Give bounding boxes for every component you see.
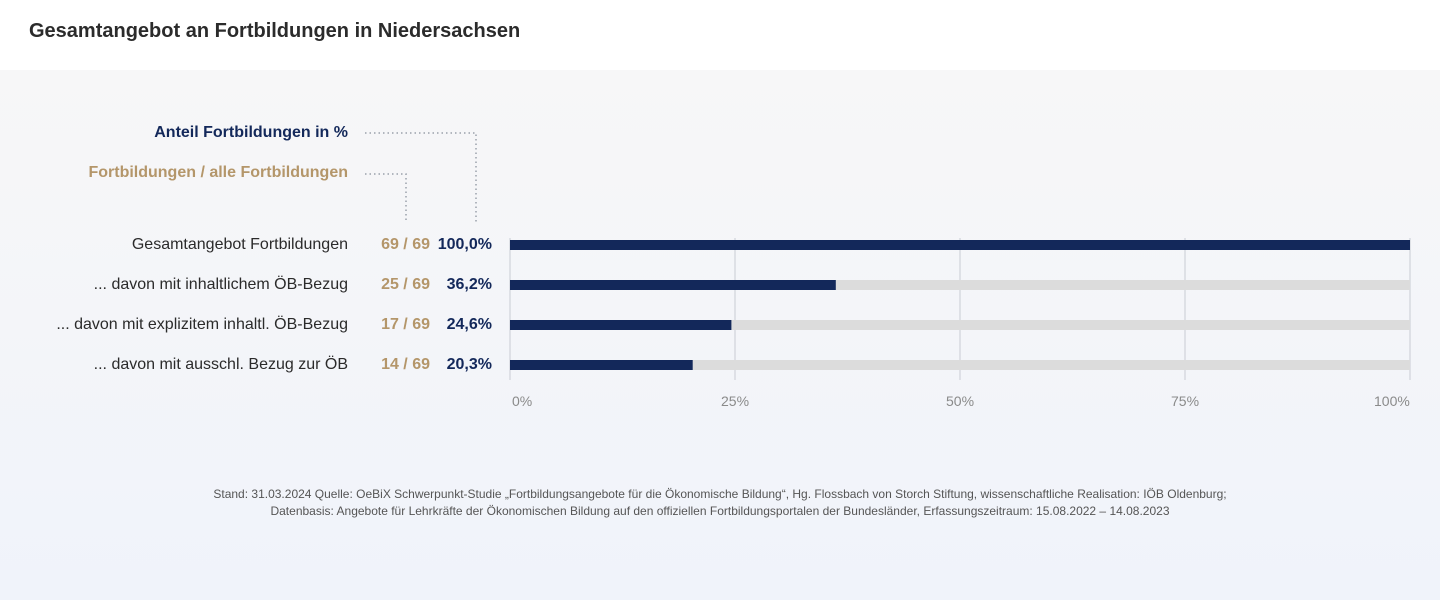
- x-tick-label: 100%: [1374, 393, 1410, 409]
- percent-leader-line: [365, 132, 477, 222]
- ratio-leader-line: [365, 173, 407, 222]
- ratio-label: 17 / 69: [381, 316, 430, 333]
- ratio-label: 25 / 69: [381, 276, 430, 293]
- x-tick-label: 50%: [946, 393, 975, 409]
- legend-leaders: [365, 132, 477, 222]
- value-label: 100,0%: [437, 236, 492, 253]
- x-tick-label: 0%: [512, 393, 533, 409]
- x-tick-label: 25%: [721, 393, 750, 409]
- source-footnote: Stand: 31.03.2024 Quelle: OeBiX Schwerpu…: [0, 486, 1440, 520]
- chart-panel: [0, 70, 1440, 600]
- chart-title: Gesamtangebot an Fortbildungen in Nieder…: [29, 20, 521, 42]
- value-label: 24,6%: [446, 316, 492, 333]
- x-tick-label: 75%: [1171, 393, 1200, 409]
- value-label: 36,2%: [446, 276, 492, 293]
- bar-track: [510, 280, 1410, 290]
- value-label: 20,3%: [446, 356, 492, 373]
- footnote-line-2: Datenbasis: Angebote für Lehrkräfte der …: [270, 504, 1170, 518]
- bar: [510, 360, 693, 370]
- bar-track: [510, 360, 1410, 370]
- category-label: ... davon mit ausschl. Bezug zur ÖB: [93, 356, 348, 373]
- category-label: ... davon mit explizitem inhaltl. ÖB-Bez…: [56, 316, 348, 333]
- bar: [510, 320, 732, 330]
- category-label: Gesamtangebot Fortbildungen: [131, 236, 348, 253]
- legend-percent-label: Anteil Fortbildungen in %: [154, 124, 348, 141]
- ratio-label: 14 / 69: [381, 356, 430, 373]
- bar: [510, 240, 1410, 250]
- footnote-line-1: Stand: 31.03.2024 Quelle: OeBiX Schwerpu…: [213, 487, 1227, 501]
- bar: [510, 280, 836, 290]
- bars: [510, 240, 1410, 370]
- header: Gesamtangebot an Fortbildungen in Nieder…: [0, 0, 1440, 70]
- category-label: ... davon mit inhaltlichem ÖB-Bezug: [93, 276, 348, 293]
- bar-track: [510, 320, 1410, 330]
- legend-ratio-label: Fortbildungen / alle Fortbildungen: [88, 164, 348, 181]
- ratio-label: 69 / 69: [381, 236, 430, 253]
- gridlines: [509, 238, 1411, 380]
